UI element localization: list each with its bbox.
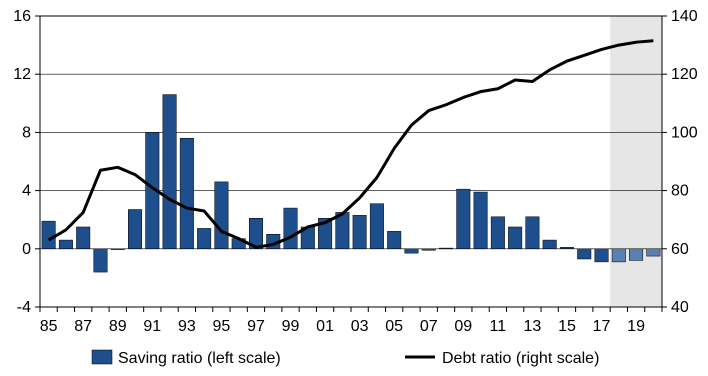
bar-saving-ratio (611, 248, 626, 263)
bar-saving-ratio (162, 94, 177, 250)
gridlines (40, 73, 662, 250)
bar-saving-ratio (577, 248, 592, 260)
bar-saving-ratio (128, 209, 143, 250)
debt-ratio-line-layer (47, 39, 654, 249)
legend-label-debt-ratio: Debt ratio (right scale) (442, 350, 599, 367)
bar-saving-ratio (214, 181, 229, 250)
forecast-shade-layer (610, 16, 662, 307)
left-tick-label: 12 (13, 66, 31, 83)
bar-saving-ratio (473, 191, 488, 250)
x-tick-label: 05 (385, 318, 403, 335)
right-tick-label: 100 (671, 124, 698, 141)
x-tick-label: 07 (420, 318, 438, 335)
bar-saving-ratio (542, 239, 557, 250)
x-tick-label: 87 (74, 318, 92, 335)
bar-saving-ratio (559, 247, 574, 250)
legend-label-saving-ratio: Saving ratio (left scale) (118, 350, 281, 367)
x-tick-label: 17 (593, 318, 611, 335)
bar-saving-ratio (629, 248, 644, 261)
bar-saving-ratio (525, 216, 540, 250)
x-tick-label: 85 (40, 318, 58, 335)
right-tick-label: 60 (671, 241, 689, 258)
x-tick-label: 11 (490, 318, 507, 335)
bar-saving-ratio (352, 215, 367, 250)
x-tick-label: 95 (213, 318, 231, 335)
saving-ratio-bars (41, 94, 661, 273)
bar-saving-ratio (283, 207, 298, 250)
x-tick-label: 19 (627, 318, 645, 335)
right-tick-label: 140 (671, 8, 698, 25)
left-tick-label: 16 (13, 8, 31, 25)
x-tick-label: 93 (178, 318, 196, 335)
left-tick-label: 0 (22, 241, 31, 258)
forecast-shade (610, 16, 662, 307)
bar-saving-ratio (197, 228, 212, 250)
bar-saving-ratio (110, 248, 125, 250)
bar-saving-ratio (318, 217, 333, 250)
right-tick-label: 120 (671, 66, 698, 83)
legend-swatch-saving-ratio (91, 349, 113, 365)
x-tick-label: 15 (558, 318, 576, 335)
x-tick-label: 13 (524, 318, 542, 335)
bar-saving-ratio (41, 220, 56, 250)
x-tick-label: 03 (351, 318, 369, 335)
x-tick-label: 09 (454, 318, 472, 335)
bar-saving-ratio (421, 248, 436, 251)
bar-saving-ratio (369, 203, 384, 250)
bar-saving-ratio (490, 216, 505, 250)
bar-saving-ratio (387, 231, 402, 250)
bar-saving-ratio (439, 247, 454, 250)
left-tick-label: 8 (22, 124, 31, 141)
bar-saving-ratio (93, 248, 108, 273)
bar-saving-ratio (58, 239, 73, 250)
bar-saving-ratio (646, 248, 661, 257)
right-tick-label: 40 (671, 299, 689, 316)
bar-saving-ratio (179, 137, 194, 250)
bar-saving-ratio (456, 188, 471, 250)
x-tick-label: 97 (247, 318, 265, 335)
bar-saving-ratio (508, 226, 523, 250)
axes: -4 0 4 8 12 16 40 60 80 100 120 140 85 87 89 91 93 95 97 99… (13, 8, 698, 335)
x-tick-label: 01 (316, 318, 334, 335)
left-tick-label: -4 (17, 299, 31, 316)
x-tick-label: 89 (109, 318, 127, 335)
bar-saving-ratio (594, 248, 609, 263)
x-tick-label: 91 (143, 318, 161, 335)
right-tick-label: 80 (671, 183, 689, 200)
legend: Saving ratio (left scale) Debt ratio (ri… (91, 349, 599, 367)
debt-ratio-line (47, 39, 654, 249)
left-tick-label: 4 (22, 183, 31, 200)
x-tick-label: 99 (282, 318, 300, 335)
bar-saving-ratio (76, 226, 91, 250)
bar-saving-ratio (404, 248, 419, 254)
